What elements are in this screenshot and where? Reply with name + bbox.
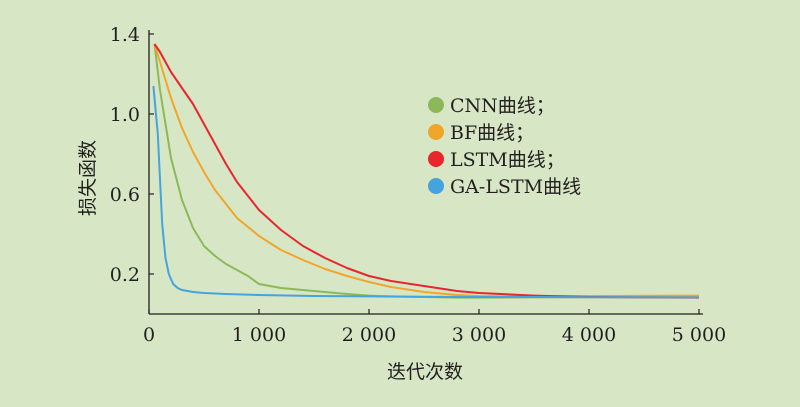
x-tick-label: 2 000 [342,324,396,346]
legend-label-0: CNN曲线； [450,95,555,117]
legend-label-1: BF曲线； [450,122,534,144]
series-line-3 [152,85,700,299]
x-tick-label: 3 000 [452,324,506,346]
x-axis-title: 迭代次数 [387,361,463,383]
legend-marker-0 [428,97,444,113]
y-tick-label: 1.0 [110,104,140,126]
y-tick-label: 0.6 [110,184,140,206]
series-line-0 [153,43,700,299]
y-tick-label: 1.4 [110,24,140,46]
series-line-1 [153,43,700,298]
legend-marker-1 [428,124,444,140]
legend-label-3: GA-LSTM曲线 [450,176,581,198]
x-tick-label: 5 000 [672,324,726,346]
series-line-2 [153,43,700,299]
legend-label-2: LSTM曲线； [450,149,565,171]
x-tick-label: 0 [143,324,155,346]
legend-marker-2 [428,151,444,167]
x-tick-label: 1 000 [232,324,286,346]
y-tick-label: 0.2 [110,264,140,286]
legend-marker-3 [428,178,444,194]
y-axis-title: 损失函数 [77,140,99,216]
x-tick-label: 4 000 [562,324,616,346]
